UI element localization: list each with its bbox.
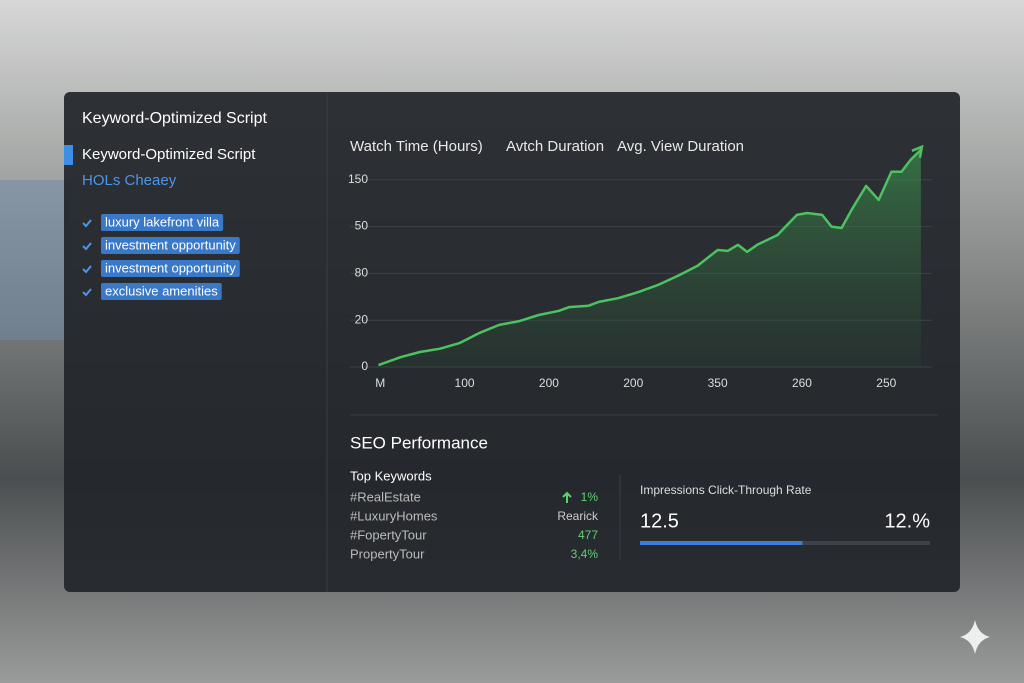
keyword-name: #FopertyTour <box>350 527 427 542</box>
metric-left: 12.5 <box>640 510 679 532</box>
tag-highlight <box>101 214 224 231</box>
metric-right: 12.% <box>884 510 930 532</box>
sparkle-icon <box>960 620 990 654</box>
keyword-tag: investment opportunity <box>105 260 236 275</box>
arrow-head <box>911 144 924 159</box>
sidebar-subheading: HOLs Cheaey <box>82 172 177 189</box>
x-tick-label: 260 <box>792 376 812 390</box>
x-tick-label: 200 <box>539 376 559 390</box>
x-tick-label: 250 <box>876 376 896 390</box>
x-tick-label: 200 <box>623 376 643 390</box>
keyword-stat: 3,4% <box>571 547 599 561</box>
seo-title: SEO Performance <box>350 433 488 452</box>
sidebar-heading: Keyword-Optimized Script <box>82 146 256 163</box>
keyword-tag: investment opportunity <box>105 237 236 252</box>
sidebar-title: Keyword-Optimized Script <box>82 110 268 127</box>
keyword-stat: 477 <box>578 528 598 542</box>
keyword-name: #LuxuryHomes <box>350 508 438 523</box>
x-tick-label: M <box>375 376 385 390</box>
legend-label: Avg. View Duration <box>617 138 744 155</box>
keywords-title: Top Keywords <box>350 468 432 483</box>
window-blur <box>0 180 70 340</box>
keyword-stat: Rearick <box>557 509 599 523</box>
y-tick-label: 150 <box>348 172 368 186</box>
keyword-stat: 1% <box>581 490 599 504</box>
line <box>378 148 922 367</box>
tag-highlight <box>101 237 240 254</box>
y-tick-label: 50 <box>355 219 369 233</box>
y-tick-label: 20 <box>355 312 369 326</box>
tag-highlight <box>101 283 222 300</box>
check-icon <box>82 219 92 228</box>
progress-fill <box>640 541 803 545</box>
keyword-name: #RealEstate <box>350 489 421 504</box>
x-tick-label: 350 <box>708 376 728 390</box>
active-marker <box>64 145 73 165</box>
keyword-name: PropertyTour <box>350 546 425 561</box>
check-icon <box>82 242 92 251</box>
metric-title: Impressions Click-Through Rate <box>640 483 812 497</box>
legend-label: Avtch Duration <box>506 138 604 155</box>
area <box>378 149 921 367</box>
up-arrow-icon <box>562 491 572 503</box>
keyword-tag: exclusive amenities <box>105 283 218 298</box>
check-icon <box>82 265 92 274</box>
check-icon <box>82 288 92 297</box>
y-tick-label: 0 <box>361 359 368 373</box>
y-tick-label: 80 <box>355 266 369 280</box>
keyword-tag: luxury lakefront villa <box>105 214 220 229</box>
tag-highlight <box>101 260 240 277</box>
x-tick-label: 100 <box>455 376 475 390</box>
legend-label: Watch Time (Hours) <box>350 138 483 155</box>
